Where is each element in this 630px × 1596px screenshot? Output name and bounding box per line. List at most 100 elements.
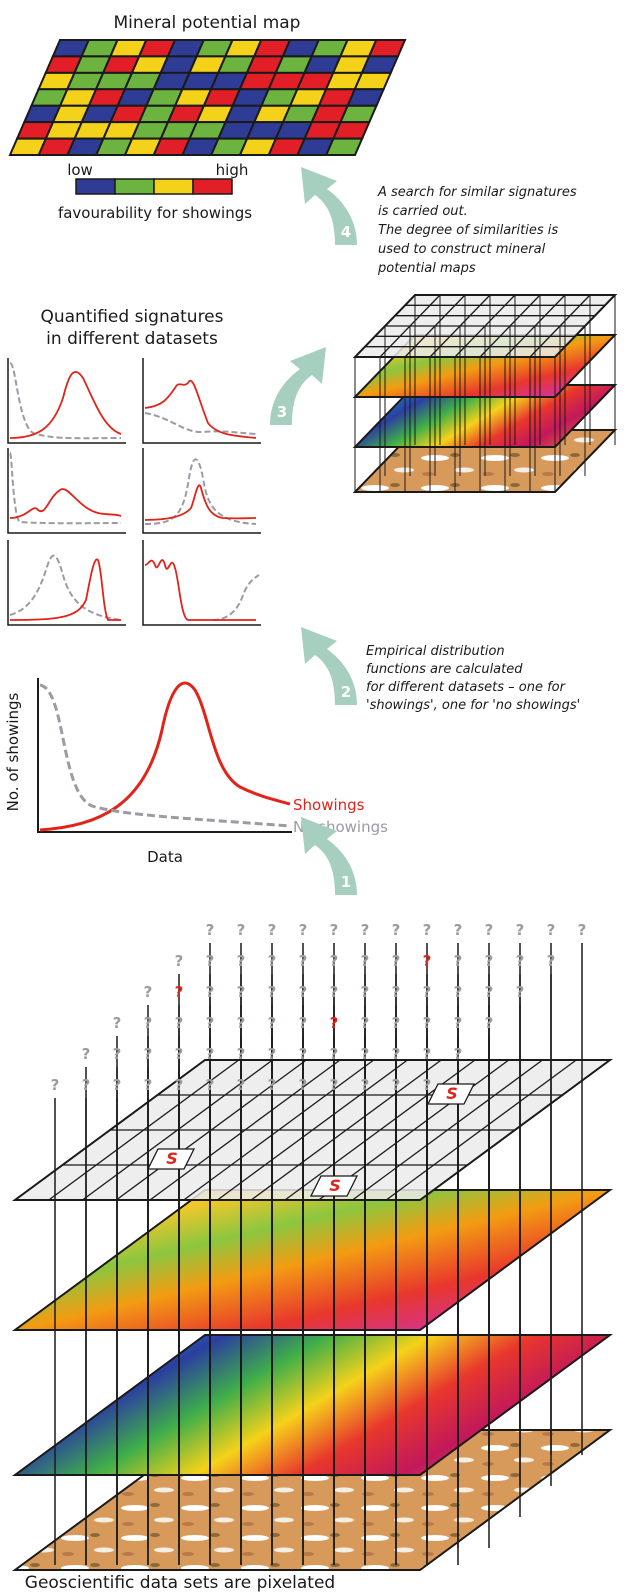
unknown-marker: ?: [423, 1045, 432, 1063]
note-line: 'showings', one for 'no showings': [366, 698, 580, 713]
unknown-marker: ?: [330, 983, 339, 1001]
map-cell: [331, 121, 371, 140]
step-arrow: [301, 167, 357, 245]
unknown-marker: ?: [237, 921, 246, 939]
unknown-marker: ?: [268, 921, 277, 939]
unknown-marker: ?: [206, 983, 215, 1001]
step-number: 1: [341, 873, 351, 891]
signature-panel: [142, 448, 261, 534]
showings-curve: [9, 558, 121, 621]
unknown-marker: ?: [485, 921, 494, 939]
unknown-marker: ?: [485, 952, 494, 970]
panel-axes: [142, 448, 261, 534]
legend-low: low: [67, 161, 93, 179]
no-showings-curve: [9, 554, 122, 621]
step-note: A search for similar signatures is carri…: [377, 185, 577, 276]
unknown-marker: ?: [516, 921, 525, 939]
unknown-marker: ?: [237, 1045, 246, 1063]
unknown-marker: ?: [330, 1014, 339, 1032]
unknown-marker: ?: [485, 983, 494, 1001]
unknown-marker: ?: [237, 983, 246, 1001]
showings-curve: [144, 484, 257, 521]
signatures-title: in different datasets: [46, 329, 218, 349]
unknown-marker: ?: [423, 1014, 432, 1032]
signature-panel: [7, 358, 126, 444]
panel-axes: [142, 358, 261, 444]
showings-curve: [9, 488, 122, 519]
note-line: The degree of similarities is: [378, 223, 558, 238]
note-line: functions are calculated: [366, 662, 523, 677]
step-number: 2: [341, 683, 351, 701]
panel-axes: [7, 540, 126, 626]
unknown-marker: ?: [113, 1076, 122, 1094]
unknown-marker: ?: [268, 1014, 277, 1032]
arrow-shape: [301, 627, 357, 705]
showing-marker: S: [329, 1176, 341, 1195]
showings-curve: [144, 379, 257, 439]
unknown-marker: ?: [51, 1076, 60, 1094]
legend-label: favourability for showings: [58, 204, 252, 222]
data-layer: [11, 1189, 614, 1331]
showing-marker: S: [166, 1149, 178, 1168]
signature-panel: [142, 358, 261, 444]
unknown-marker: ?: [516, 983, 525, 1001]
unknown-marker: ?: [144, 1014, 153, 1032]
unknown-marker: ?: [299, 1014, 308, 1032]
no-showings-curve: [212, 574, 260, 621]
unknown-marker: ?: [175, 983, 184, 1001]
unknown-marker: ?: [547, 952, 556, 970]
unknown-marker: ?: [299, 1076, 308, 1094]
signatures-title: Quantified signatures: [40, 307, 223, 327]
unknown-marker: ?: [392, 1045, 401, 1063]
unknown-marker: ?: [361, 1014, 370, 1032]
map-cell: [367, 39, 407, 58]
arrow-shape: [301, 817, 357, 895]
unknown-marker: ?: [361, 921, 370, 939]
data-layer: [11, 1334, 614, 1476]
distribution-plot: No. of showings Data Showings No showing…: [4, 678, 388, 866]
no-showings-curve: [144, 412, 257, 435]
unknown-marker: ?: [268, 983, 277, 1001]
layer-stack-small: [352, 294, 618, 493]
showing-cell: [146, 1148, 196, 1170]
unknown-marker: ?: [392, 921, 401, 939]
showing-cell: [426, 1083, 476, 1105]
unknown-marker: ?: [485, 1014, 494, 1032]
no-showings-curve: [39, 683, 291, 828]
unknown-marker: ?: [113, 1014, 122, 1032]
unknown-marker: ?: [144, 1076, 153, 1094]
unknown-marker: ?: [144, 983, 153, 1001]
step-note: Empirical distribution functions are cal…: [366, 644, 580, 713]
signature-panel: [7, 540, 126, 626]
x-axis-label: Data: [147, 848, 183, 866]
panel-axes: [7, 358, 126, 444]
unknown-marker: ?: [454, 983, 463, 1001]
note-line: is carried out.: [378, 204, 468, 219]
unknown-marker: ?: [330, 1076, 339, 1094]
unknown-marker: ?: [206, 1045, 215, 1063]
unknown-marker: ?: [423, 983, 432, 1001]
unknown-marker: ?: [578, 921, 587, 939]
y-axis-label: No. of showings: [4, 692, 22, 811]
unknown-marker: ?: [361, 1076, 370, 1094]
unknown-marker: ?: [299, 1045, 308, 1063]
showings-curve: [9, 371, 122, 439]
unknown-marker: ?: [237, 1014, 246, 1032]
unknown-marker: ?: [82, 1045, 91, 1063]
unknown-marker: ?: [268, 1045, 277, 1063]
map-cell: [324, 137, 364, 156]
unknown-marker: ?: [268, 1076, 277, 1094]
note-line: Empirical distribution: [366, 644, 505, 659]
no-showings-curve: [144, 458, 257, 525]
axes: [37, 678, 292, 833]
unknown-marker: ?: [175, 1045, 184, 1063]
showings-curve: [144, 559, 256, 621]
showing-cell: [309, 1175, 359, 1197]
map-cell: [353, 71, 393, 91]
unknown-marker: ?: [206, 952, 215, 970]
unknown-marker: ?: [330, 952, 339, 970]
no-showings-curve: [9, 362, 122, 440]
step-arrow: [301, 817, 357, 895]
step-arrow: [301, 627, 357, 705]
unknown-marker: ?: [82, 1076, 91, 1094]
